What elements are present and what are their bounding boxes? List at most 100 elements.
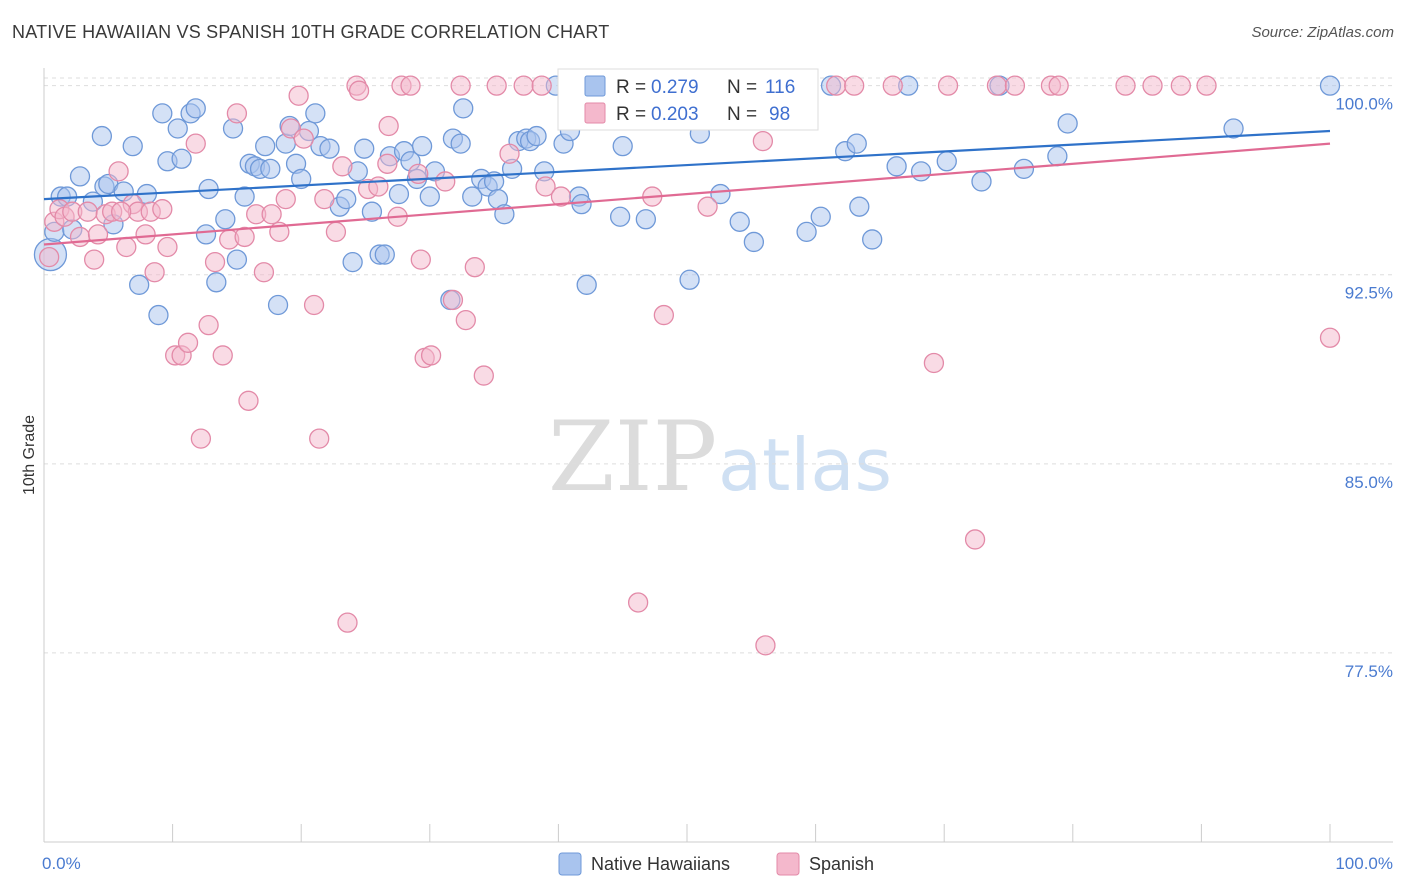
- native-hawaiians-point-45: [342, 251, 363, 273]
- native-hawaiians-point-73: [526, 125, 547, 147]
- y-tick-label-2: 85.0%: [1345, 473, 1393, 492]
- spanish-point-74: [627, 592, 649, 613]
- spanish-point-58: [420, 345, 442, 366]
- spanish-point-17: [144, 262, 165, 283]
- native-hawaiians-point-28: [234, 186, 255, 207]
- native-hawaiians-point-106: [936, 151, 957, 172]
- spanish-point-5: [69, 226, 91, 248]
- native-hawaiians-point-97: [810, 206, 831, 227]
- native-hawaiians-point-38: [291, 168, 312, 190]
- y-axis-label: 10th Grade: [21, 415, 38, 495]
- bottom-legend-swatch-spanish: [776, 852, 800, 876]
- native-hawaiians-point-102: [862, 229, 883, 250]
- chart-title: NATIVE HAWAIIAN VS SPANISH 10TH GRADE CO…: [12, 22, 610, 42]
- spanish-point-87: [964, 529, 986, 550]
- source-label: Source: ZipAtlas.com: [1251, 24, 1394, 41]
- native-hawaiians-point-107: [971, 171, 992, 192]
- spanish-point-68: [531, 75, 552, 96]
- legend-n-label-2: N =: [727, 104, 757, 125]
- y-tick-labels: 100.0% 92.5% 85.0% 77.5%: [1335, 95, 1393, 681]
- legend-swatch-spanish: [584, 102, 606, 124]
- native-hawaiians-point-57: [419, 186, 440, 207]
- native-hawaiians-point-81: [612, 136, 633, 157]
- spanish-point-63: [464, 257, 485, 278]
- spanish-point-65: [486, 75, 507, 96]
- spanish-point-39: [293, 128, 314, 149]
- spanish-point-60: [442, 289, 464, 311]
- native-hawaiians-point-21: [185, 98, 206, 119]
- native-hawaiians-point-112: [1223, 118, 1244, 139]
- native-hawaiians-point-18: [167, 118, 188, 139]
- native-hawaiians-point-63: [462, 186, 483, 207]
- spanish-point-31: [238, 390, 259, 411]
- native-hawaiians-point-5: [69, 166, 91, 187]
- native-hawaiians-point-104: [886, 156, 907, 177]
- spanish-point-43: [325, 221, 347, 243]
- spanish-point-33: [253, 262, 275, 283]
- native-hawaiians-point-101: [849, 196, 870, 217]
- bottom-legend-label-native-hawaiians: Native Hawaiians: [591, 854, 730, 874]
- legend-r-label-2: R =: [616, 104, 646, 125]
- legend-n-value-2: 98: [769, 104, 790, 125]
- native-hawaiians-point-52: [388, 183, 410, 205]
- spanish-point-85: [923, 352, 945, 374]
- spanish-point-93: [1142, 75, 1163, 96]
- spanish-point-77: [653, 304, 675, 326]
- native-hawaiians-point-96: [796, 221, 817, 243]
- spanish-point-51: [378, 115, 399, 137]
- native-hawaiians-point-61: [450, 133, 471, 154]
- native-hawaiians-point-22: [195, 224, 217, 245]
- native-hawaiians-point-33: [260, 158, 281, 179]
- spanish-point-27: [212, 345, 233, 366]
- native-hawaiians-point-32: [255, 136, 276, 157]
- series-legend: Native Hawaiians Spanish: [558, 852, 874, 876]
- native-hawaiians-point-62: [453, 98, 474, 119]
- x-tick-label-min: 0.0%: [42, 854, 81, 873]
- native-hawaiians-point-16: [152, 103, 173, 124]
- spanish-point-36: [275, 188, 296, 210]
- spanish-point-19: [157, 236, 178, 258]
- x-ticks: [43, 824, 1331, 842]
- legend-swatch-native-hawaiians: [584, 75, 606, 97]
- spanish-point-7: [84, 249, 105, 270]
- spanish-point-44: [332, 156, 353, 177]
- spanish-point-45: [337, 612, 358, 633]
- native-hawaiians-point-91: [729, 211, 750, 232]
- spanish-point-67: [513, 75, 534, 96]
- spanish-point-42: [314, 188, 335, 210]
- axes: [43, 68, 1393, 843]
- native-hawaiians-point-24: [206, 272, 227, 293]
- spanish-point-59: [435, 171, 456, 192]
- native-hawaiians-point-47: [354, 138, 375, 159]
- spanish-point-41: [309, 428, 330, 449]
- native-hawaiians-point-83: [635, 209, 656, 230]
- native-hawaiians-point-13: [129, 274, 150, 295]
- spanish-point-78: [697, 196, 718, 217]
- native-hawaiians-point-56: [411, 136, 433, 157]
- native-hawaiians-point-42: [319, 138, 340, 159]
- watermark-zip: ZIP: [548, 401, 717, 513]
- legend-r-value-2: 0.203: [651, 104, 699, 125]
- spanish-point-50: [377, 153, 398, 174]
- spanish-point-88: [986, 75, 1008, 96]
- native-hawaiians-point-79: [571, 193, 592, 215]
- native-hawaiians-point-27: [226, 249, 248, 270]
- spanish-point-80: [752, 130, 774, 152]
- native-hawaiians-point-113: [1319, 75, 1341, 96]
- spanish-point-66: [499, 143, 520, 164]
- legend-n-value-1: 116: [765, 77, 795, 98]
- spanish-point-26: [204, 251, 226, 273]
- stats-legend: R = 0.279 N = 116 R = 0.203 N = 98: [557, 68, 819, 131]
- native-hawaiians-point-7: [91, 125, 113, 147]
- native-hawaiians-point-105: [910, 161, 932, 182]
- spanish-point-69: [535, 176, 556, 197]
- spanish-point-96: [1319, 327, 1341, 348]
- legend-r-value-1: 0.279: [651, 77, 699, 98]
- spanish-point-49: [368, 176, 389, 197]
- native-hawaiians-point-89: [710, 183, 731, 205]
- spanish-point-38: [288, 85, 309, 106]
- spanish-point-83: [844, 75, 865, 96]
- spanish-point-6: [77, 201, 98, 222]
- native-hawaiians-point-48: [361, 201, 383, 222]
- spanish-point-0: [38, 246, 60, 268]
